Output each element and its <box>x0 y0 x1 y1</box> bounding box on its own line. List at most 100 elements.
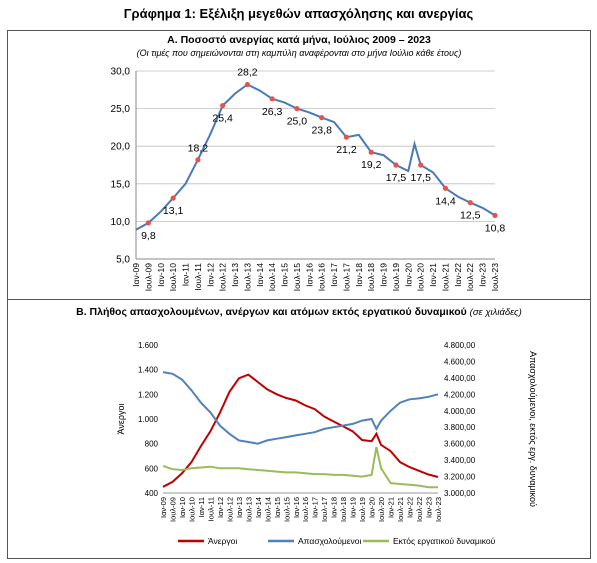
x-tick-label: Ιουλ-18 <box>339 497 348 522</box>
x-tick-label: Ιουλ-23 <box>490 263 500 292</box>
x-tick-label: Ιαν-10 <box>156 263 166 287</box>
unemployed-line <box>162 373 439 488</box>
legend-label: Εκτός εργατικού δυναμικού <box>393 536 496 546</box>
x-tick-label: Ιαν-14 <box>255 263 265 287</box>
y-tick-label: 1.400 <box>138 366 159 375</box>
y-tick-label: 800 <box>145 440 159 449</box>
chart-b-title: Β. Πλήθος απασχολουμένων, ανέργων και ατ… <box>76 306 467 318</box>
chart-a-title: Α. Ποσοστό ανεργίας κατά μήνα, Ιούλιος 2… <box>167 34 431 46</box>
data-point-marker <box>418 162 424 168</box>
x-tick-label: Ιαν-13 <box>230 263 240 287</box>
data-label: 10,8 <box>485 222 506 234</box>
x-tick-label: Ιουλ-21 <box>440 263 450 292</box>
x-tick-label: Ιαν-15 <box>280 263 290 287</box>
data-point-marker <box>220 102 226 109</box>
data-point-marker <box>195 157 201 163</box>
data-label: 17,5 <box>411 172 432 184</box>
x-tick-label: Ιαν-20 <box>403 263 413 287</box>
x-tick-label: Ιαν-10 <box>178 497 187 518</box>
x-tick-label: Ιαν-23 <box>478 263 488 287</box>
x-tick-label: Ιαν-18 <box>330 497 339 518</box>
data-label: 12,5 <box>460 210 481 222</box>
x-tick-label: Ιουλ-19 <box>358 497 367 522</box>
y2-tick-label: 3.800,00 <box>444 423 476 432</box>
x-tick-label: Ιαν-18 <box>354 263 364 287</box>
y2-tick-label: 4.800,00 <box>444 341 476 350</box>
data-label: 17,5 <box>386 172 407 184</box>
x-tick-label: Ιαν-22 <box>406 497 415 518</box>
y-tick-label: 1.200 <box>138 390 159 399</box>
data-point-marker <box>343 134 350 140</box>
x-tick-label: Ιαν-23 <box>425 497 434 518</box>
data-point-marker <box>319 115 325 121</box>
legend-label: Απασχολούμενοι <box>298 536 362 546</box>
data-point-marker <box>492 212 498 218</box>
y2-tick-label: 4.000,00 <box>444 407 476 416</box>
x-tick-label: Ιαν-09 <box>159 497 168 518</box>
x-tick-label: Ιαν-09 <box>131 263 141 287</box>
chart-b-title-note: (σε χιλιάδες) <box>469 307 522 318</box>
x-tick-label: Ιουλ-12 <box>225 497 234 522</box>
y-tick-label: 1.600 <box>138 341 159 350</box>
data-point-marker <box>442 185 449 191</box>
data-label: 25,0 <box>287 116 308 128</box>
x-tick-label: Ιαν-14 <box>254 497 263 518</box>
x-tick-label: Ιαν-11 <box>197 497 206 517</box>
x-tick-label: Ιουλ-10 <box>187 497 196 522</box>
y2-tick-label: 3.200,00 <box>444 473 476 482</box>
data-point-marker <box>145 220 151 226</box>
x-tick-label: Ιουλ-14 <box>263 497 272 522</box>
unemployment-rate-line <box>135 83 496 231</box>
data-label: 13,1 <box>163 205 184 217</box>
figure-title: Γράφημα 1: Εξέλιξη μεγεθών απασχόλησης κ… <box>123 6 474 21</box>
data-label: 14,4 <box>435 195 456 207</box>
x-tick-label: Ιουλ-13 <box>244 497 253 522</box>
y2-tick-label: 4.200,00 <box>444 390 476 399</box>
x-tick-label: Ιαν-17 <box>311 497 320 518</box>
y2-tick-label: 4.400,00 <box>444 374 476 383</box>
x-tick-label: Ιουλ-14 <box>267 263 277 292</box>
y-tick-label: 20,0 <box>111 142 131 153</box>
out-of-labor-force-line <box>162 446 438 489</box>
y-tick-label: 400 <box>145 489 159 498</box>
x-tick-label: Ιουλ-21 <box>396 497 405 522</box>
x-tick-label: Ιαν-19 <box>349 497 358 518</box>
x-tick-label: Ιουλ-18 <box>366 263 376 292</box>
x-tick-label: Ιουλ-17 <box>341 263 351 292</box>
x-tick-label: Ιουλ-12 <box>218 263 228 292</box>
x-tick-label: Ιουλ-13 <box>242 263 252 292</box>
y2-tick-label: 4.600,00 <box>444 357 476 366</box>
x-tick-label: Ιουλ-17 <box>320 497 329 522</box>
x-tick-label: Ιουλ-22 <box>465 263 475 292</box>
data-label: 26,3 <box>262 106 283 118</box>
data-point-marker <box>393 162 399 168</box>
x-tick-label: Ιαν-21 <box>428 263 438 287</box>
x-tick-label: Ιουλ-22 <box>415 497 424 522</box>
x-tick-label: Ιουλ-10 <box>168 263 178 292</box>
data-point-marker <box>467 200 473 206</box>
y2-tick-label: 3.000,00 <box>444 489 476 498</box>
data-label: 21,2 <box>336 144 357 156</box>
x-tick-label: Ιουλ-15 <box>282 497 291 522</box>
data-point-marker <box>170 195 176 201</box>
x-tick-label: Ιαν-16 <box>304 263 314 287</box>
x-tick-label: Ιαν-15 <box>273 497 282 518</box>
data-label: 9,8 <box>141 230 156 242</box>
x-tick-label: Ιουλ-11 <box>206 497 215 521</box>
x-tick-label: Ιαν-16 <box>292 497 301 518</box>
y-tick-label: 30,0 <box>111 67 131 78</box>
employed-line <box>162 371 439 445</box>
data-point-marker <box>269 96 275 102</box>
x-tick-label: Ιαν-17 <box>329 263 339 287</box>
x-tick-label: Ιαν-12 <box>216 497 225 518</box>
y-tick-label: 15,0 <box>111 179 131 190</box>
x-tick-label: Ιαν-20 <box>368 497 377 518</box>
data-label: 19,2 <box>361 159 382 171</box>
chart-a-subtitle: (Οι τιμές που σημειώνονται στη καμπύλη α… <box>136 48 462 58</box>
x-tick-label: Ιουλ-09 <box>143 263 153 292</box>
data-label: 18,2 <box>188 143 209 155</box>
data-point-marker <box>368 149 374 155</box>
panel-employment-counts: Β. Πλήθος απασχολουμένων, ανέργων και ατ… <box>7 300 591 559</box>
x-tick-label: Ιουλ-16 <box>301 497 310 522</box>
y2-tick-label: 3.400,00 <box>444 456 476 465</box>
